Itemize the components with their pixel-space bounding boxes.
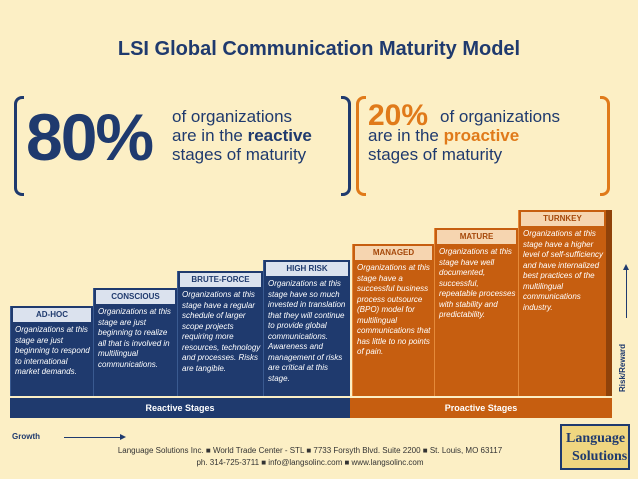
stage-label: MATURE [437,230,516,244]
bracket-right [600,96,610,196]
reactive-emphasis: reactive [247,126,312,145]
reactive-line2: are in the [172,126,248,145]
stage-label: BRUTE-FORCE [180,273,261,287]
stage-label: TURNKEY [521,212,604,226]
stage-label: AD-HOC [13,308,91,322]
stage-brute-force: BRUTE-FORCE Organizations at this stage … [177,271,263,396]
stage-description: Organizations at this stage have a regul… [182,290,261,373]
growth-arrow-icon [64,437,124,438]
proactive-percentage: 20% [368,99,429,132]
stage-managed: MANAGED Organizations at this stage have… [352,244,434,396]
reactive-line3: stages of maturity [172,145,307,164]
stage-mature: MATURE Organizations at this stage have … [434,228,518,396]
company-logo: Language Solutions [560,424,630,470]
stage-label: CONSCIOUS [96,290,175,304]
proactive-line2: are in the [368,126,444,145]
reactive-percentage: 80% [26,100,154,174]
stage-description: Organizations at this stage have a highe… [523,229,604,312]
stage-description: Organizations at this stage have so much… [268,279,346,383]
reactive-stages-bar: Reactive Stages [10,398,350,418]
chart-title: LSI Global Communication Maturity Model [117,38,521,60]
stage-description: Organizations at this stage have a succe… [357,263,431,356]
stage-description: Organizations at this stage are just beg… [15,325,90,376]
proactive-line3: stages of maturity [368,145,503,164]
footer-address: Language Solutions Inc. ■ World Trade Ce… [117,446,503,455]
bracket-left [14,96,24,196]
proactive-stages-bar: Proactive Stages [350,398,612,418]
bracket-mid-right [356,96,366,196]
stage-turnkey: TURNKEY Organizations at this stage have… [518,210,606,396]
growth-axis-label: Growth [12,432,40,441]
proactive-line1: of organizations [440,107,561,126]
stage-description: Organizations at this stage are just beg… [98,307,171,369]
logo-text-1: Language [566,431,626,446]
logo-text-2: Solutions [572,449,628,464]
footer-contact: ph. 314-725-3711 ■ info@langsolinc.com ■… [196,458,424,467]
stage-description: Organizations at this stage have well do… [439,247,516,319]
risk-axis-label: Risk/Reward [618,343,627,392]
stair-side-shadow [606,210,612,396]
stage-label: MANAGED [355,246,432,260]
stage-conscious: CONSCIOUS Organizations at this stage ar… [93,288,177,396]
bracket-mid-left [341,96,351,196]
growth-arrowhead-icon [120,434,126,440]
stage-ad-hoc: AD-HOC Organizations at this stage are j… [10,306,93,396]
risk-arrow-icon [626,268,627,318]
proactive-stat-text: are in the proactive stages of maturity [368,126,519,164]
reactive-line1: of organizations [172,107,293,126]
proactive-emphasis: proactive [443,126,520,145]
risk-arrowhead-icon [623,264,629,270]
stage-high-risk: HIGH RISK Organizations at this stage ha… [263,260,350,396]
reactive-stat-text: of organizations are in the reactive sta… [172,107,312,164]
stage-label: HIGH RISK [266,262,348,276]
